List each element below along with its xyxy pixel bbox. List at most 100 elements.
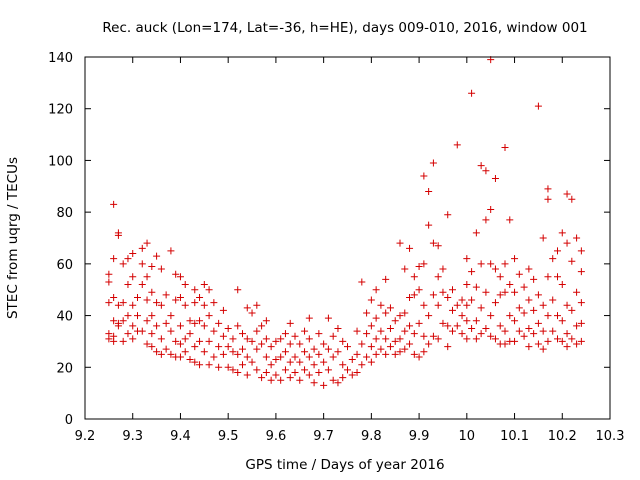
- data-point: [119, 317, 127, 325]
- data-point: [386, 325, 394, 332]
- data-point: [396, 312, 404, 320]
- data-point: [415, 319, 423, 327]
- data-point: [301, 327, 309, 335]
- data-point: [539, 234, 547, 242]
- data-point: [153, 299, 161, 307]
- data-point: [196, 293, 204, 301]
- data-point: [558, 337, 566, 345]
- data-point: [482, 167, 490, 175]
- data-point: [472, 229, 480, 237]
- data-point: [568, 335, 576, 343]
- data-point: [119, 337, 127, 345]
- data-point: [176, 322, 184, 330]
- data-point: [463, 281, 471, 289]
- data-point: [415, 353, 423, 361]
- data-point: [157, 301, 165, 309]
- data-point: [487, 260, 495, 268]
- data-point: [129, 322, 137, 330]
- data-point: [305, 353, 313, 361]
- data-point: [415, 262, 423, 270]
- data-point: [114, 301, 122, 309]
- data-point: [272, 337, 280, 345]
- data-point: [272, 356, 280, 364]
- data-point: [200, 301, 208, 309]
- data-point: [253, 301, 261, 309]
- y-tick-label: 140: [48, 51, 73, 66]
- data-point: [425, 221, 433, 229]
- data-point: [487, 312, 495, 320]
- data-point: [434, 273, 442, 281]
- data-point: [181, 281, 189, 289]
- data-point: [348, 371, 356, 379]
- data-point: [415, 286, 423, 294]
- data-point: [243, 335, 251, 343]
- data-point: [377, 301, 385, 309]
- data-point: [525, 325, 533, 332]
- data-point: [444, 322, 452, 330]
- data-point: [477, 304, 485, 312]
- data-point: [487, 332, 495, 340]
- data-point: [429, 239, 437, 247]
- data-point: [267, 361, 275, 369]
- data-point: [205, 286, 213, 294]
- data-point: [482, 216, 490, 224]
- data-point: [205, 337, 213, 345]
- data-point: [162, 291, 170, 299]
- data-point: [344, 366, 351, 374]
- data-point: [525, 296, 533, 304]
- data-point: [439, 319, 447, 327]
- data-point: [444, 293, 452, 301]
- data-point: [157, 350, 165, 358]
- data-point: [511, 337, 519, 345]
- x-tick-label: 9.8: [361, 429, 382, 444]
- data-point: [472, 283, 480, 291]
- data-point: [501, 288, 509, 296]
- x-tick-label: 9.7: [313, 429, 334, 444]
- data-point: [382, 350, 390, 358]
- data-point: [344, 343, 351, 351]
- data-point: [449, 286, 456, 294]
- data-point: [453, 301, 461, 309]
- data-point: [458, 296, 466, 304]
- data-point: [200, 348, 208, 356]
- data-point: [258, 340, 266, 348]
- data-point: [544, 195, 552, 203]
- data-point: [482, 288, 490, 296]
- data-point: [191, 319, 199, 327]
- data-point: [167, 312, 175, 320]
- data-point: [577, 319, 585, 327]
- data-point: [215, 319, 223, 327]
- data-point: [363, 353, 371, 361]
- data-point: [243, 353, 251, 361]
- data-point: [281, 330, 289, 338]
- data-point: [248, 309, 256, 317]
- data-point: [530, 306, 538, 314]
- data-point: [501, 260, 509, 268]
- data-point: [573, 234, 581, 242]
- y-tick-label: 20: [56, 361, 73, 376]
- data-point: [539, 327, 547, 335]
- data-point: [391, 350, 399, 358]
- data-point: [520, 309, 528, 317]
- data-point: [281, 366, 289, 374]
- data-point: [382, 335, 390, 343]
- data-point: [511, 255, 519, 263]
- data-point: [539, 301, 547, 309]
- data-point: [172, 270, 180, 278]
- data-point: [320, 381, 328, 389]
- data-point: [358, 361, 366, 369]
- data-point: [324, 366, 332, 374]
- data-point: [449, 327, 456, 335]
- data-point: [181, 335, 189, 343]
- data-point: [453, 322, 461, 330]
- data-point: [105, 270, 113, 278]
- data-point: [167, 327, 175, 335]
- data-point: [406, 244, 414, 252]
- data-point: [511, 288, 519, 296]
- x-axis-label: GPS time / Days of year 2016: [245, 457, 444, 473]
- x-tick-label: 9.5: [218, 429, 239, 444]
- data-point: [167, 350, 175, 358]
- data-point: [310, 361, 318, 369]
